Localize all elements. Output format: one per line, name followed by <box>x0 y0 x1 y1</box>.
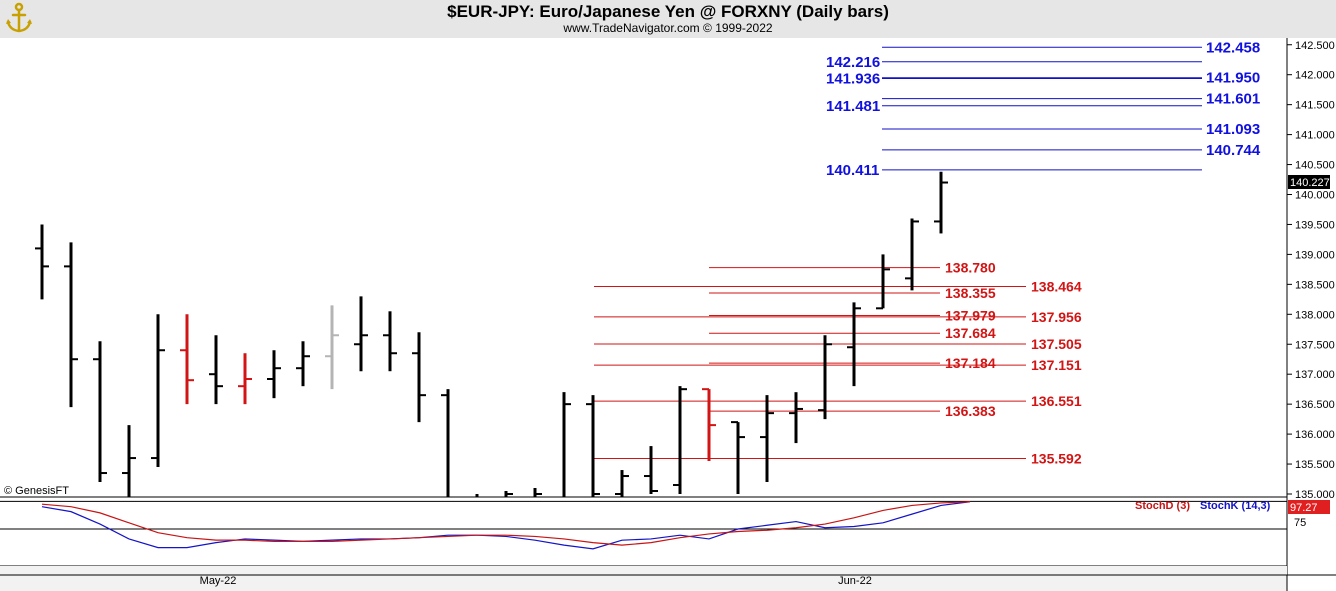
fib-level-label: 138.464 <box>1031 279 1082 295</box>
stochk-line <box>41 501 971 550</box>
last-price-box <box>1288 175 1330 189</box>
last-price-label: 140.227 <box>1290 177 1330 189</box>
fib-level-label: 136.551 <box>1031 393 1082 409</box>
legend-stochk: StochK (14,3) <box>1200 500 1271 512</box>
date-axis <box>0 566 1287 591</box>
fib-level-label: 135.592 <box>1031 451 1082 467</box>
fib-level-label: 141.481 <box>826 98 880 115</box>
fib-level-label: 137.684 <box>945 325 996 341</box>
chart-title: $EUR-JPY: Euro/Japanese Yen @ FORXNY (Da… <box>447 2 889 21</box>
chart-subtitle: www.TradeNavigator.com © 1999-2022 <box>563 21 773 35</box>
fib-level-label: 138.780 <box>945 260 996 276</box>
price-tick-label: 142.500 <box>1295 40 1335 52</box>
watermark: © GenesisFT <box>4 485 69 497</box>
price-tick-label: 141.000 <box>1295 130 1335 142</box>
fib-level-label: 141.601 <box>1206 91 1260 108</box>
date-axis-label: May-22 <box>200 575 237 587</box>
fib-level-label: 142.216 <box>826 54 880 71</box>
fib-level-label: 141.936 <box>826 71 880 88</box>
price-tick-label: 140.000 <box>1295 190 1335 202</box>
legend-stochd: StochD (3) <box>1135 500 1190 512</box>
price-tick-label: 138.000 <box>1295 309 1335 321</box>
fib-level-label: 140.411 <box>826 162 879 179</box>
fib-level-label: 137.979 <box>945 308 996 324</box>
price-tick-label: 138.500 <box>1295 279 1335 291</box>
price-tick-label: 139.000 <box>1295 249 1335 261</box>
stochd-line <box>41 501 971 546</box>
price-tick-label: 135.000 <box>1295 489 1335 501</box>
price-tick-label: 141.500 <box>1295 100 1335 112</box>
fib-level-label: 136.383 <box>945 403 996 419</box>
stoch-last-label: 97.27 <box>1290 502 1318 514</box>
price-tick-label: 136.500 <box>1295 399 1335 411</box>
price-tick-label: 136.000 <box>1295 429 1335 441</box>
fib-level-label: 137.505 <box>1031 336 1082 352</box>
price-tick-label: 135.500 <box>1295 459 1335 471</box>
fib-level-label: 137.151 <box>1031 357 1082 373</box>
fib-level-label: 137.184 <box>945 355 996 371</box>
stoch-last-box <box>1288 500 1330 514</box>
price-tick-label: 142.000 <box>1295 70 1335 82</box>
fib-level-label: 137.956 <box>1031 309 1082 325</box>
anchor-logo-icon <box>6 2 32 33</box>
chart-header <box>0 0 1336 38</box>
stoch-75-label: 75 <box>1294 517 1306 529</box>
price-tick-label: 137.000 <box>1295 369 1335 381</box>
fib-level-label: 141.950 <box>1206 70 1260 87</box>
fib-level-label: 138.355 <box>945 285 996 301</box>
fib-level-label: 142.458 <box>1206 39 1260 56</box>
price-tick-label: 140.500 <box>1295 160 1335 172</box>
price-tick-label: 139.500 <box>1295 219 1335 231</box>
fib-level-label: 141.093 <box>1206 121 1260 138</box>
date-axis-label: Jun-22 <box>838 575 872 587</box>
fib-level-label: 140.744 <box>1206 142 1261 159</box>
price-tick-label: 137.500 <box>1295 339 1335 351</box>
